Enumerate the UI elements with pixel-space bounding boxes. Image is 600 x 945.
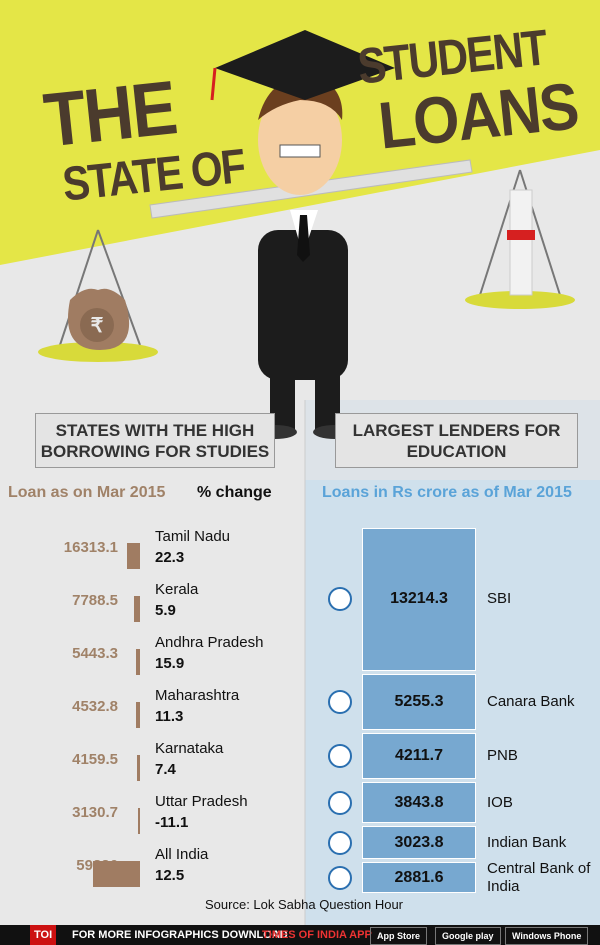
change-value: -11.1 bbox=[155, 814, 189, 831]
state-name: Tamil Nadu bbox=[155, 528, 231, 545]
state-name: Andhra Pradesh bbox=[155, 634, 264, 651]
bank-name: Canara Bank bbox=[487, 693, 575, 711]
state-name: Karnataka bbox=[155, 740, 224, 757]
heading-line: STATES WITH THE HIGH bbox=[55, 421, 255, 440]
bank-logo bbox=[328, 744, 352, 769]
section-heading: STATES WITH THE HIGH BORROWING FOR STUDI… bbox=[35, 413, 275, 468]
bank-name: Indian Bank bbox=[487, 833, 567, 851]
loan-bar: 2881.6 bbox=[362, 862, 476, 894]
change-value: 12.5 bbox=[155, 867, 185, 884]
loan-value: 3130.7 bbox=[72, 804, 118, 821]
store-badge[interactable]: Google play bbox=[435, 927, 501, 945]
bank-logo bbox=[328, 690, 352, 715]
column-label: % change bbox=[197, 484, 272, 501]
bank-name: Central Bank of India bbox=[487, 859, 591, 895]
state-name: Uttar Pradesh bbox=[155, 793, 248, 810]
heading-line: LARGEST LENDERS FOR bbox=[352, 421, 561, 440]
bank-name: PNB bbox=[487, 747, 518, 765]
loan-bar bbox=[135, 649, 140, 675]
change-value: 22.3 bbox=[155, 549, 185, 566]
loan-bar bbox=[137, 808, 140, 834]
footer-app: TIMES OF INDIA APP bbox=[262, 929, 372, 941]
store-badge[interactable]: Windows Phone bbox=[505, 927, 589, 945]
state-name: All India bbox=[155, 846, 209, 863]
section-heading: LARGEST LENDERS FOR EDUCATION bbox=[335, 413, 578, 468]
footer-text: FOR MORE INFOGRAPHICS DOWNLOAD bbox=[72, 929, 288, 941]
loan-bar bbox=[136, 702, 140, 728]
loan-value: 4532.8 bbox=[72, 698, 118, 715]
loan-bar bbox=[133, 596, 140, 622]
loan-bar bbox=[93, 861, 140, 887]
store-badge[interactable]: App Store bbox=[370, 927, 428, 945]
loan-value: 7788.5 bbox=[72, 592, 118, 609]
bank-name: SBI bbox=[487, 590, 512, 608]
heading-line: BORROWING FOR STUDIES bbox=[40, 442, 270, 461]
state-name: Kerala bbox=[155, 581, 199, 598]
loan-bar bbox=[127, 543, 140, 569]
heading-line: EDUCATION bbox=[406, 442, 507, 461]
loan-value: 16313.1 bbox=[63, 539, 118, 556]
state-name: Maharashtra bbox=[155, 687, 240, 704]
change-value: 5.9 bbox=[155, 602, 176, 619]
loan-bar: 4211.7 bbox=[362, 733, 476, 779]
source: Source: Lok Sabha Question Hour bbox=[205, 897, 404, 912]
loan-bar: 3843.8 bbox=[362, 781, 476, 824]
change-value: 7.4 bbox=[155, 761, 176, 778]
loan-bar: 5255.3 bbox=[362, 673, 476, 731]
change-value: 11.3 bbox=[155, 708, 184, 725]
footer: TOI FOR MORE INFOGRAPHICS DOWNLOAD TIMES… bbox=[0, 925, 600, 945]
bank-logo bbox=[328, 830, 352, 855]
bank-logo bbox=[328, 865, 352, 890]
bank-logo bbox=[328, 790, 352, 815]
svg-text:₹: ₹ bbox=[91, 315, 104, 337]
brand: TOI bbox=[30, 925, 57, 945]
loan-value: 4159.5 bbox=[72, 751, 118, 768]
loan-bar: 3023.8 bbox=[362, 826, 476, 860]
column-label: Loan as on Mar 2015 bbox=[8, 484, 166, 501]
bank-name: IOB bbox=[487, 793, 513, 811]
loan-bar: 13214.3 bbox=[362, 528, 476, 671]
change-value: 15.9 bbox=[155, 655, 185, 672]
column-label: Loans in Rs crore as of Mar 2015 bbox=[322, 484, 572, 501]
bank-logo bbox=[328, 587, 352, 612]
loan-bar bbox=[136, 755, 140, 781]
loan-value: 5443.3 bbox=[72, 645, 118, 662]
